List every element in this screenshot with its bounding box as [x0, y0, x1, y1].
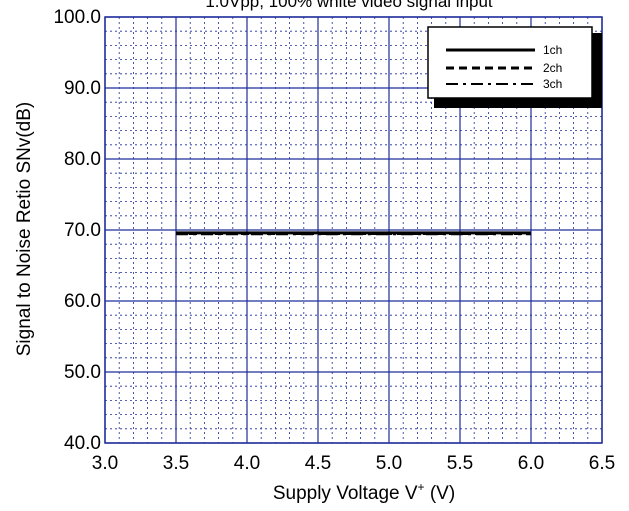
legend-label-1ch: 1ch — [543, 43, 562, 57]
x-tick-label: 6.0 — [518, 453, 544, 474]
x-tick-label: 6.5 — [589, 453, 615, 474]
y-tick-label: 90.0 — [64, 78, 101, 99]
x-axis-label: Supply Voltage V+ (V) — [273, 480, 455, 504]
x-tick-label: 3.0 — [92, 453, 118, 474]
y-tick-label: 60.0 — [64, 291, 101, 312]
plot-frame — [104, 16, 603, 444]
chart-title: 1.0Vpp, 100% white video signal input — [205, 0, 493, 11]
x-tick-label: 5.0 — [376, 453, 402, 474]
x-axis-label-main: Supply Voltage V — [273, 483, 418, 504]
legend: 1ch 2ch 3ch — [427, 26, 602, 108]
y-tick-label: 40.0 — [64, 433, 101, 454]
x-tick-label: 4.0 — [234, 453, 260, 474]
legend-label-3ch: 3ch — [543, 77, 562, 91]
x-tick-label: 3.5 — [163, 453, 189, 474]
y-tick-labels: 40.0 50.0 60.0 70.0 80.0 90.0 100.0 — [53, 7, 101, 454]
y-tick-label: 70.0 — [64, 220, 101, 241]
x-tick-labels: 3.0 3.5 4.0 4.5 5.0 5.5 6.0 6.5 — [92, 453, 615, 474]
legend-label-2ch: 2ch — [543, 61, 562, 75]
x-axis-label-superscript: + — [418, 480, 425, 494]
series-layer — [176, 231, 531, 236]
y-tick-label: 100.0 — [53, 7, 101, 28]
y-tick-label: 50.0 — [64, 362, 101, 383]
x-axis-label-unit: (V) — [425, 483, 456, 504]
x-tick-label: 5.5 — [447, 453, 473, 474]
y-tick-label: 80.0 — [64, 149, 101, 170]
legend-box — [427, 26, 593, 99]
y-axis-label: Signal to Noise Retio SNv(dB) — [14, 102, 35, 357]
x-tick-label: 4.5 — [305, 453, 331, 474]
